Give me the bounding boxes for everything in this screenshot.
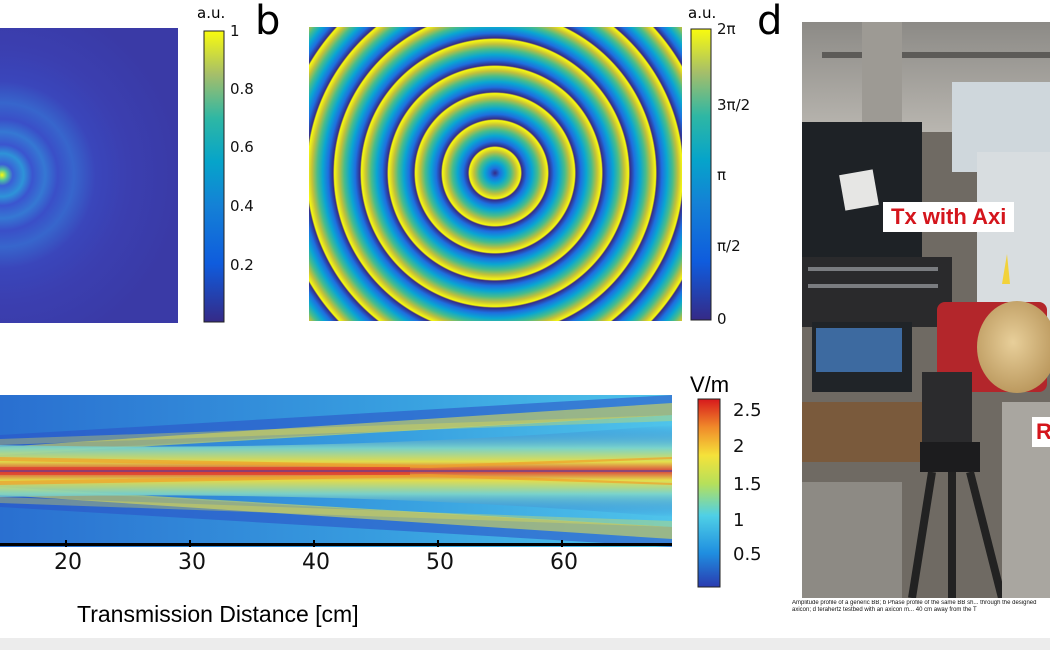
x-tick-label: 50 (426, 550, 454, 575)
field-x-axis-ticks (65, 540, 563, 547)
x-tick-label: 20 (54, 550, 82, 575)
phase-unit-label: a.u. (688, 4, 717, 22)
phase-colorbar (690, 28, 712, 321)
panel-letter-b: b (255, 0, 281, 44)
colorbar-d-tick: 2π (717, 20, 736, 38)
amplitude-colorbar (203, 30, 225, 323)
field-x-axis-label: Transmission Distance [cm] (77, 601, 359, 627)
rx-callout-label: R (1032, 417, 1050, 447)
testbed-photo (802, 22, 1050, 598)
colorbar-d-tick: π (717, 166, 727, 184)
amplitude-unit-label: a.u. (197, 4, 226, 22)
colorbar-d-tick: π/2 (717, 237, 741, 255)
tx-callout-label: Tx with Axi (883, 202, 1015, 232)
field-propagation-map (0, 395, 672, 547)
x-tick-label: 60 (550, 550, 578, 575)
colorbar-b-tick: 0.8 (230, 80, 254, 98)
colorbar-d-tick: 3π/2 (717, 96, 751, 114)
field-colorbar-tick: 1.5 (733, 474, 762, 495)
figure-caption: Amplitude profile of a generic BB; b Pha… (792, 600, 1037, 613)
colorbar-b-tick: 0.6 (230, 138, 254, 156)
colorbar-b-tick: 0.2 (230, 256, 254, 274)
page-footer-strip (0, 638, 1050, 650)
field-colorbar-tick: 2.5 (733, 400, 762, 421)
field-colorbar-tick: 2 (733, 436, 745, 457)
colorbar-b-tick: 1 (230, 22, 240, 40)
panel-letter-d: d (757, 0, 783, 44)
colorbar-b-tick: 0.4 (230, 197, 254, 215)
x-tick-label: 40 (302, 550, 330, 575)
field-colorbar-tick: 1 (733, 510, 745, 531)
field-unit-label: V/m (690, 372, 730, 397)
field-colorbar (697, 398, 721, 588)
phase-profile-image (309, 27, 682, 321)
x-tick-label: 30 (178, 550, 206, 575)
amplitude-profile-image (0, 28, 178, 323)
colorbar-d-tick: 0 (717, 310, 727, 328)
field-colorbar-tick: 0.5 (733, 544, 762, 565)
